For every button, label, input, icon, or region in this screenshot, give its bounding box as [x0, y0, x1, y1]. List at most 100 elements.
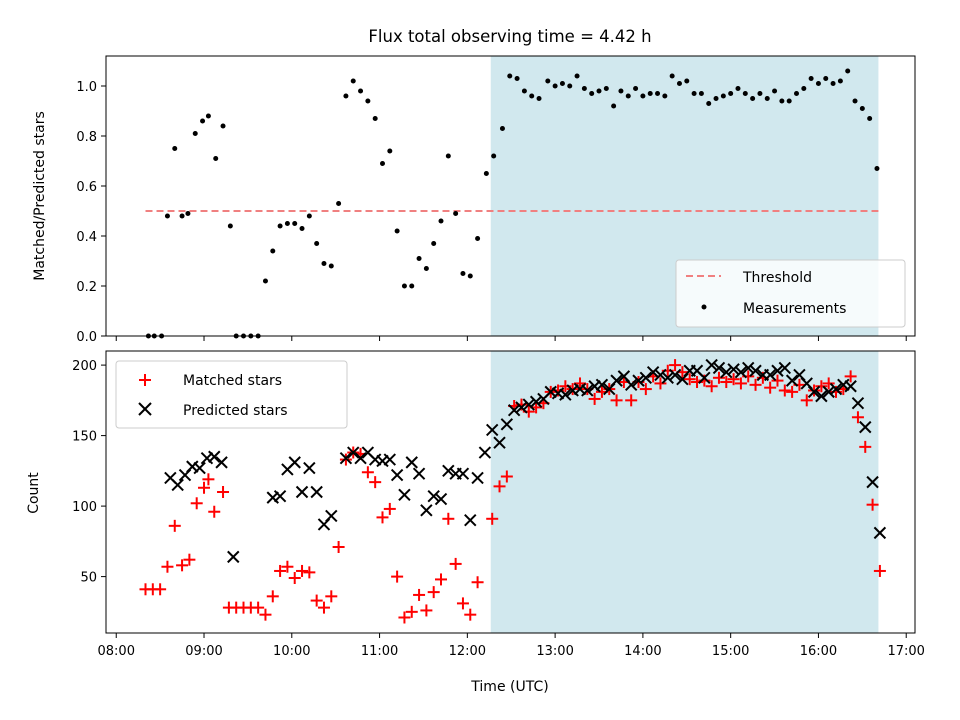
measurement-point	[416, 256, 422, 261]
legend-measurements-swatch	[701, 304, 707, 310]
measurement-point	[499, 126, 505, 131]
legend-predicted-label: Predicted stars	[183, 403, 288, 419]
measurement-point	[559, 81, 565, 86]
measurement-point	[794, 91, 800, 96]
predicted-star-point	[581, 384, 594, 397]
measurement-point	[757, 91, 763, 96]
bottom-y-tick-label: 50	[80, 571, 97, 586]
predicted-star-point	[303, 461, 316, 475]
matched-star-point	[771, 374, 784, 387]
matched-star-point	[198, 481, 211, 494]
predicted-star-point	[668, 368, 682, 382]
matched-star-point	[786, 385, 799, 398]
measurement-point	[837, 78, 843, 84]
matched-star-point	[471, 576, 484, 589]
matched-star-point	[325, 590, 338, 603]
matched-star-point	[866, 498, 879, 511]
measurement-point	[372, 116, 378, 121]
matched-star-point	[639, 383, 652, 396]
predicted-star-point	[654, 368, 667, 382]
measurement-point	[164, 213, 170, 219]
measurement-point	[552, 83, 558, 89]
predicted-star-point	[661, 371, 674, 384]
predicted-star-point	[807, 385, 821, 399]
top-y-tick-label: 0.6	[76, 180, 97, 195]
x-tick-label: 10:00	[273, 644, 310, 659]
measurement-point	[589, 91, 595, 96]
measurement-point	[713, 96, 719, 101]
matched-star-point	[749, 378, 762, 391]
measurement-point	[483, 171, 489, 176]
top-legend-box	[675, 259, 906, 328]
predicted-star-point	[851, 396, 865, 410]
predicted-star-point	[339, 451, 353, 465]
predicted-star-point	[442, 464, 455, 478]
top-y-tick-label: 0.4	[76, 230, 97, 245]
top-y-tick-label: 0.8	[76, 130, 97, 145]
predicted-star-point	[515, 401, 528, 414]
matched-star-point	[449, 557, 462, 570]
chart-title: Flux total observing time = 4.42 h	[368, 27, 651, 46]
matched-star-point	[303, 566, 316, 579]
matched-star-point	[391, 570, 404, 583]
measurement-point	[423, 266, 429, 271]
predicted-star-point	[493, 436, 506, 449]
predicted-star-point	[646, 365, 660, 379]
measurement-point	[750, 96, 756, 101]
matched-star-point	[288, 572, 301, 585]
predicted-star-point	[749, 364, 762, 377]
measurement-point	[379, 161, 385, 166]
predicted-star-point	[215, 456, 228, 469]
predicted-star-point	[639, 371, 653, 384]
x-tick-label: 09:00	[185, 644, 222, 659]
x-tick-label: 11:00	[361, 644, 398, 659]
shaded-region	[490, 351, 879, 633]
predicted-star-point	[763, 368, 777, 382]
predicted-star-point	[295, 485, 309, 499]
measurement-point	[706, 101, 712, 106]
measurement-point	[270, 248, 276, 254]
matched-star-point	[610, 394, 623, 407]
measurement-point	[633, 86, 639, 91]
measurement-point	[292, 221, 298, 226]
predicted-star-point	[866, 475, 879, 489]
matched-star-point	[815, 380, 828, 393]
predicted-star-point	[873, 526, 887, 540]
predicted-star-point	[500, 418, 514, 431]
matched-star-point	[712, 371, 725, 384]
measurement-point	[779, 98, 785, 104]
predicted-star-point	[815, 389, 828, 403]
x-tick-label: 14:00	[624, 644, 661, 659]
measurement-point	[200, 118, 206, 124]
predicted-star-point	[720, 365, 733, 379]
matched-star-point	[500, 470, 513, 483]
measurement-point	[603, 86, 609, 91]
predicted-star-point	[778, 361, 792, 375]
legend-matched-swatch	[139, 374, 151, 386]
matched-star-point	[705, 380, 718, 393]
measurement-point	[521, 88, 527, 94]
matched-star-point	[420, 604, 433, 617]
matched-star-point	[734, 377, 747, 390]
x-tick-label: 13:00	[536, 644, 573, 659]
measurement-point	[845, 68, 851, 74]
measurement-point	[358, 88, 364, 94]
predicted-star-point	[595, 378, 609, 392]
predicted-star-point	[829, 382, 843, 396]
x-axis-label: Time (UTC)	[470, 679, 548, 695]
measurement-point	[460, 271, 466, 276]
matched-star-point	[383, 502, 396, 515]
measurement-point	[453, 211, 459, 216]
measurement-point	[596, 88, 602, 94]
predicted-star-point	[859, 420, 872, 434]
matched-star-point	[464, 608, 477, 621]
measurement-point	[808, 76, 814, 81]
measurement-point	[277, 223, 283, 229]
top-y-tick-label: 0.2	[76, 280, 97, 295]
legend-threshold-label: Threshold	[742, 270, 812, 286]
matched-star-point	[274, 564, 287, 577]
measurement-point	[387, 148, 393, 154]
measurement-point	[735, 86, 741, 91]
predicted-star-point	[273, 490, 287, 503]
predicted-star-point	[507, 404, 521, 417]
